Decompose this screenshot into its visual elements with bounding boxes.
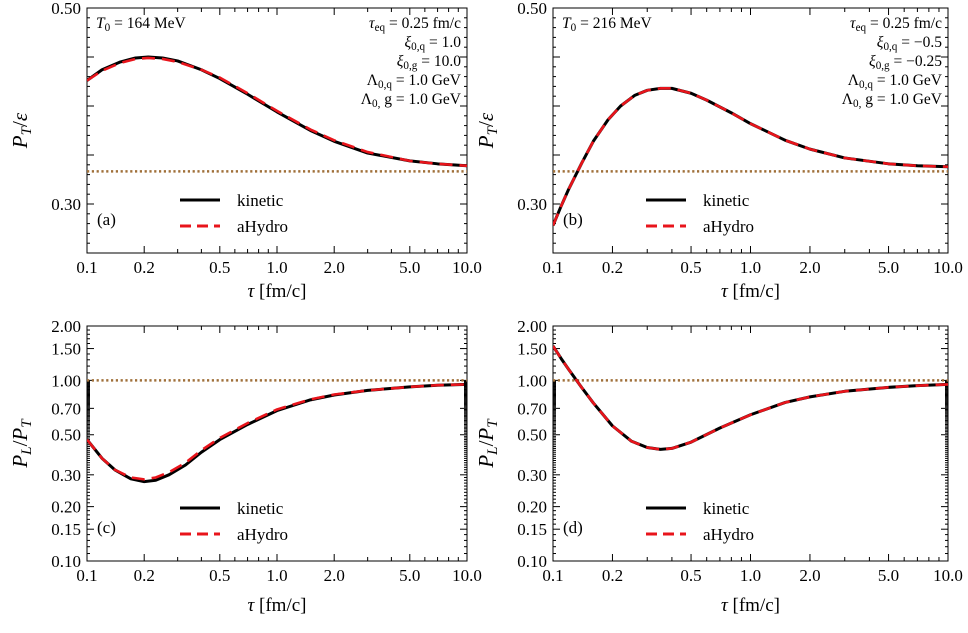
panel-label: (b) <box>563 210 583 229</box>
legend-label-kinetic: kinetic <box>703 499 750 518</box>
series-kinetic-line <box>553 345 948 451</box>
panel-label: (c) <box>97 518 116 537</box>
y-tick-label: 1.50 <box>51 340 81 359</box>
x-tick-label: 5.0 <box>399 258 420 277</box>
y-tick-label: 0.70 <box>517 399 547 418</box>
y-tick-label: 0.10 <box>51 552 81 571</box>
info-parameter: Λ0, g = 1.0 GeV <box>842 91 943 110</box>
x-tick-label: 1.0 <box>740 566 761 585</box>
info-initial-temperature: T0 = 164 MeV <box>96 15 186 34</box>
y-axis-title: PL/PT <box>474 418 501 469</box>
info-parameter: ξ0,g = −0.25 <box>869 53 942 72</box>
y-tick-label: 0.50 <box>51 0 81 18</box>
x-tick-label: 0.2 <box>134 258 155 277</box>
y-tick-label: 0.30 <box>51 466 81 485</box>
y-tick-label: 0.15 <box>51 520 81 539</box>
series-ahydro-line <box>553 345 948 451</box>
x-tick-label: 1.0 <box>266 258 287 277</box>
y-tick-label: 0.70 <box>51 399 81 418</box>
x-tick-label: 0.5 <box>209 258 230 277</box>
x-tick-label: 0.1 <box>76 566 97 585</box>
panel-c: 0.1 0.2 0.5 1.0 2.0 5.0 10.0 0.10 0.15 0.20 0.30 0.… <box>8 317 482 616</box>
series-ahydro-line <box>87 56 467 168</box>
x-tick-label: 0.1 <box>542 258 563 277</box>
y-tick-label: 0.20 <box>517 498 547 517</box>
y-tick-label: 0.20 <box>51 498 81 517</box>
x-axis-title: τ [fm/c] <box>721 595 780 616</box>
x-tick-label: 2.0 <box>324 258 345 277</box>
legend-label-ahydro: aHydro <box>237 525 288 544</box>
x-tick-label: 0.2 <box>134 566 155 585</box>
info-parameter: τeq = 0.25 fm/c <box>369 15 461 34</box>
y-tick-label: 0.30 <box>517 195 547 214</box>
series-ahydro-line <box>87 383 467 481</box>
x-axis-title: τ [fm/c] <box>721 281 780 302</box>
x-tick-label: 2.0 <box>324 566 345 585</box>
info-parameter: ξ0,q = 1.0 <box>405 34 462 53</box>
x-tick-label: 10.0 <box>452 566 482 585</box>
x-tick-label: 0.1 <box>76 258 97 277</box>
panel-label: (d) <box>563 518 583 537</box>
legend-label-ahydro: aHydro <box>703 217 754 236</box>
y-axis-title: PL/PT <box>8 418 35 469</box>
x-tick-label: 5.0 <box>399 566 420 585</box>
series-kinetic-line <box>87 382 467 484</box>
x-tick-label: 10.0 <box>933 566 963 585</box>
y-tick-label: 0.30 <box>51 195 81 214</box>
legend-label-kinetic: kinetic <box>703 191 750 210</box>
panel-a: 0.1 0.2 0.5 1.0 2.0 5.0 10.0 0.30 0.50 kinetic aHy… <box>8 0 482 302</box>
x-tick-label: 5.0 <box>878 566 899 585</box>
y-tick-label: 0.30 <box>517 466 547 485</box>
y-tick-label: 1.00 <box>51 371 81 390</box>
x-tick-label: 0.2 <box>602 258 623 277</box>
y-tick-label: 1.00 <box>517 371 547 390</box>
x-tick-label: 0.2 <box>602 566 623 585</box>
info-parameter: ξ0,g = 10.0 <box>397 53 461 72</box>
info-parameter: Λ0,q = 1.0 GeV <box>367 72 462 91</box>
y-tick-label: 0.15 <box>517 520 547 539</box>
x-tick-label: 10.0 <box>933 258 963 277</box>
x-tick-label: 0.5 <box>209 566 230 585</box>
x-tick-label: 0.1 <box>542 566 563 585</box>
series-ahydro-line <box>553 87 948 227</box>
y-tick-label: 0.50 <box>517 426 547 445</box>
y-tick-label: 0.50 <box>517 0 547 18</box>
x-tick-label: 1.0 <box>740 258 761 277</box>
x-tick-label: 0.5 <box>680 258 701 277</box>
legend-label-ahydro: aHydro <box>237 217 288 236</box>
x-axis-title: τ [fm/c] <box>247 281 306 302</box>
info-parameter: τeq = 0.25 fm/c <box>850 15 942 34</box>
x-tick-label: 0.5 <box>680 566 701 585</box>
info-initial-temperature: T0 = 216 MeV <box>562 15 652 34</box>
legend-label-kinetic: kinetic <box>237 191 284 210</box>
info-parameter: Λ0,q = 1.0 GeV <box>848 72 943 91</box>
x-tick-label: 10.0 <box>452 258 482 277</box>
y-tick-label: 0.10 <box>517 552 547 571</box>
x-axis-title: τ [fm/c] <box>247 595 306 616</box>
legend-label-ahydro: aHydro <box>703 525 754 544</box>
legend-label-kinetic: kinetic <box>237 499 284 518</box>
info-parameter: Λ0, g = 1.0 GeV <box>361 91 462 110</box>
y-tick-label: 2.00 <box>51 317 81 336</box>
panel-label: (a) <box>97 210 116 229</box>
y-tick-label: 2.00 <box>517 317 547 336</box>
info-parameter: ξ0,q = −0.5 <box>877 34 942 53</box>
x-tick-label: 2.0 <box>799 258 820 277</box>
y-tick-label: 0.50 <box>51 426 81 445</box>
panel-d: 0.1 0.2 0.5 1.0 2.0 5.0 10.0 0.10 0.15 0.20 0.30 0.… <box>474 317 963 616</box>
x-tick-label: 1.0 <box>266 566 287 585</box>
y-axis-title: PT/ε <box>8 112 35 149</box>
y-axis-title: PT/ε <box>474 112 501 149</box>
panel-b: 0.1 0.2 0.5 1.0 2.0 5.0 10.0 0.30 0.50 kinetic aHy… <box>474 0 963 302</box>
x-tick-label: 2.0 <box>799 566 820 585</box>
series-kinetic-line <box>553 86 948 227</box>
y-tick-label: 1.50 <box>517 340 547 359</box>
x-tick-label: 5.0 <box>878 258 899 277</box>
